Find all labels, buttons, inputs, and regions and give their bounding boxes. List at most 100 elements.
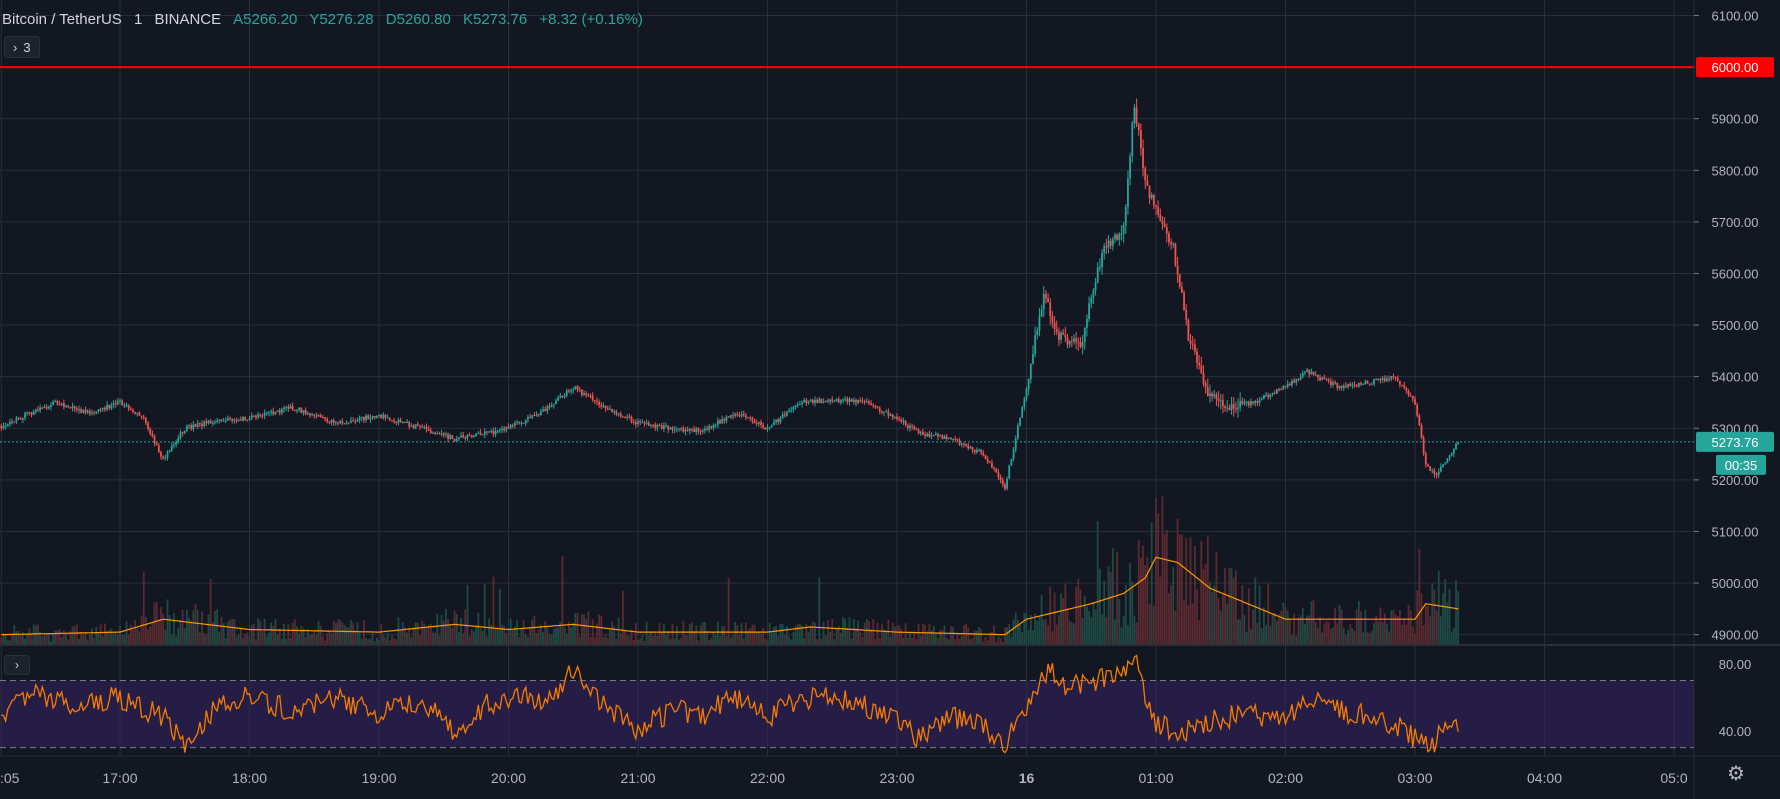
candle-body <box>274 412 277 415</box>
volume-bar <box>1062 597 1065 645</box>
candle-body <box>179 432 182 439</box>
rsi-tick-label: 40.00 <box>1719 724 1752 739</box>
volume-bar <box>751 624 754 645</box>
volume-bar <box>319 625 322 645</box>
volume-bar <box>1135 622 1138 645</box>
volume-bar <box>1168 593 1170 645</box>
candle-body <box>1181 286 1183 293</box>
volume-bar <box>837 625 840 645</box>
candle-body <box>688 428 691 431</box>
volume-bar <box>227 621 229 645</box>
volume-bar <box>863 622 866 645</box>
indicators-toggle-button[interactable]: › 3 <box>4 36 40 58</box>
candle-body <box>712 424 715 428</box>
volume-bar <box>1347 629 1349 645</box>
settings-button[interactable]: ⚙ <box>1723 760 1749 786</box>
candle-body <box>337 422 339 424</box>
candle-body <box>1021 407 1024 418</box>
volume-bar <box>637 639 639 645</box>
volume-bar <box>483 583 486 645</box>
volume-bar <box>680 637 683 645</box>
volume-bar <box>624 629 626 645</box>
candle-body <box>421 426 424 428</box>
volume-bar <box>1209 581 1211 645</box>
candle-body <box>529 416 531 418</box>
volume-bar <box>138 631 141 645</box>
candle-body <box>721 418 724 424</box>
candle-body <box>760 421 762 425</box>
candle-body <box>224 420 227 422</box>
volume-bar <box>934 634 937 645</box>
volume-bar <box>986 640 989 645</box>
volume-bar <box>1323 623 1326 645</box>
rsi-axis[interactable]: 40.00 80.00 <box>1719 657 1752 739</box>
candle-body <box>1310 371 1313 375</box>
candle-body <box>621 416 624 418</box>
candle-body <box>777 419 780 422</box>
volume-bar <box>255 639 257 645</box>
candle-body <box>947 438 950 440</box>
volume-bar <box>214 610 216 645</box>
volume-bar <box>1057 614 1060 645</box>
candle-body <box>1319 377 1321 380</box>
candle-body <box>1206 387 1209 397</box>
candle-body <box>93 412 95 414</box>
candle-body <box>438 433 441 435</box>
volume-bar <box>878 638 881 645</box>
volume-bar <box>760 633 762 645</box>
candle-body <box>822 401 825 403</box>
volume-bar <box>630 629 633 645</box>
volume-bar <box>546 627 549 645</box>
candle-body <box>781 414 784 419</box>
candle-body <box>775 419 778 422</box>
candle-body <box>850 399 853 402</box>
candle-body <box>37 409 39 411</box>
volume-bar <box>742 638 745 645</box>
candle-body <box>373 416 376 418</box>
candle-body <box>593 400 596 402</box>
volume-bar <box>833 639 836 645</box>
volume-bar <box>229 619 231 645</box>
volume-bar <box>1297 617 1300 645</box>
volume-bar <box>306 629 309 645</box>
candle-body <box>865 401 868 403</box>
candle-body <box>1012 449 1015 459</box>
volume-bar <box>537 629 540 645</box>
volume-bar <box>587 611 590 645</box>
volume-bar <box>870 629 872 645</box>
candle-body <box>160 451 162 457</box>
candle-body <box>222 420 225 422</box>
candle-body <box>839 400 842 403</box>
candle-body <box>311 414 313 416</box>
volume-bar <box>136 628 139 645</box>
volume-bar <box>1049 586 1052 645</box>
volume-bar <box>1396 616 1399 645</box>
candle-body <box>125 404 128 406</box>
volume-bar <box>186 609 188 645</box>
volume-bar <box>1398 610 1401 645</box>
rsi-toggle-button[interactable]: › <box>4 655 30 675</box>
chevron-right-icon: › <box>15 658 19 672</box>
volume-bar <box>779 623 782 645</box>
candle-body <box>1416 404 1419 416</box>
volume-bar <box>1213 585 1216 645</box>
candle-body <box>429 430 432 434</box>
candle-body <box>211 422 214 424</box>
candle-body <box>287 407 290 409</box>
candle-body <box>1260 398 1263 401</box>
time-axis[interactable]: :05 17:00 18:00 19:00 20:00 21:00 22:00 23:00 16… <box>0 770 1688 786</box>
symbol-title[interactable]: Bitcoin / TetherUS 1 BINANCE <box>2 11 221 28</box>
candle-body <box>132 410 134 412</box>
volume-bar <box>393 638 396 645</box>
candle-body <box>1045 294 1047 299</box>
volume-bar <box>188 617 190 645</box>
volume-bar <box>216 609 219 645</box>
volume-bar <box>501 624 503 645</box>
price-axis[interactable]: 4900.005000.005100.005200.005300.005400.… <box>1694 8 1759 643</box>
volume-bar <box>876 622 879 645</box>
volume-bar <box>365 637 367 645</box>
volume-bar <box>449 624 452 645</box>
volume-bar <box>1070 621 1073 645</box>
candle-body <box>1139 130 1142 149</box>
